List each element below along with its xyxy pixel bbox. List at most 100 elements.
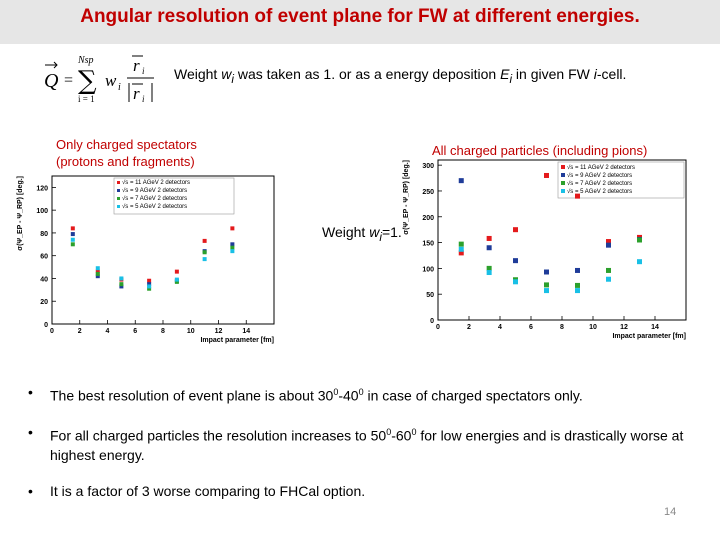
x-tick-label: 10	[187, 328, 195, 335]
data-point	[70, 226, 75, 231]
data-point	[147, 278, 152, 283]
formula-lhs: Q	[44, 70, 59, 92]
x-tick-label: 12	[620, 324, 628, 331]
y-tick-label: 0	[430, 318, 434, 325]
data-point	[544, 172, 549, 178]
legend-entry: √s = 11 AGeV 2 detectors	[122, 179, 190, 186]
svg-text:=: =	[64, 72, 73, 89]
q-vector-formula: Q = Nsp ∑ i = 1 w i r i r i	[44, 55, 154, 104]
legend-marker	[117, 197, 120, 200]
data-point	[230, 245, 235, 250]
data-point	[70, 232, 75, 237]
legend-entry: √s = 7 AGeV 2 detectors	[567, 180, 632, 187]
formula-sum-lower: i = 1	[78, 94, 95, 104]
y-tick-label: 80	[40, 231, 48, 238]
y-tick-label: 300	[422, 163, 434, 170]
x-axis-label: Impact parameter [fm]	[200, 337, 274, 344]
data-point	[606, 242, 611, 248]
y-tick-label: 150	[422, 241, 434, 248]
data-point	[486, 270, 492, 276]
chart-spectators: 0 20 40 60 80 100 120 0 2 4 6 8 10 12 14 Impact paramet…	[17, 175, 275, 344]
x-tick-label: 0	[50, 328, 54, 335]
x-axis-label: Impact parameter [fm]	[612, 333, 686, 340]
data-point	[95, 266, 100, 271]
bullet-list: • The best resolution of event plane is a…	[28, 382, 708, 517]
legend-entry: √s = 9 AGeV 2 detectors	[567, 172, 632, 179]
data-point	[95, 269, 100, 274]
x-tick-label: 14	[242, 328, 250, 335]
x-tick-label: 4	[106, 328, 110, 335]
data-point	[486, 245, 492, 251]
data-point	[174, 279, 179, 284]
bullet-item: • The best resolution of event plane is a…	[28, 384, 583, 404]
x-tick-label: 12	[215, 328, 223, 335]
title-bar	[0, 0, 720, 44]
legend-entry: √s = 11 AGeV 2 detectors	[567, 164, 635, 171]
x-tick-label: 2	[467, 324, 471, 331]
y-tick-label: 60	[40, 254, 48, 261]
formula-weight: w	[105, 71, 117, 90]
data-point	[119, 282, 124, 287]
y-tick-label: 100	[36, 208, 48, 215]
data-point	[575, 288, 580, 294]
data-point	[544, 282, 549, 288]
legend-entry: √s = 7 AGeV 2 detectors	[122, 195, 187, 202]
x-tick-label: 10	[589, 324, 597, 331]
bullet-item: • For all charged particles the resolutio…	[28, 423, 684, 464]
legend-box	[113, 177, 235, 215]
formula-sum-sign: ∑	[78, 66, 97, 96]
y-tick-label: 100	[422, 266, 434, 273]
data-point	[202, 250, 207, 255]
legend-entry: √s = 5 AGeV 2 detectors	[122, 203, 187, 210]
data-point	[230, 226, 235, 231]
data-point	[458, 246, 464, 252]
x-tick-label: 8	[560, 324, 564, 331]
data-point	[70, 242, 75, 247]
data-point	[606, 267, 611, 273]
data-point	[606, 276, 611, 282]
data-point	[486, 235, 492, 241]
left-chart-note: Only charged spectators (protons and fra…	[56, 137, 197, 169]
x-tick-label: 8	[161, 328, 165, 335]
bullet-dot: •	[28, 483, 33, 500]
y-axis-label: σ(Ψ_EP - Ψ_RP) [deg.]	[403, 160, 410, 235]
data-point	[119, 276, 124, 281]
data-point	[637, 259, 642, 265]
y-axis-label: σ(Ψ_EP - Ψ_RP) [deg.]	[17, 176, 24, 251]
y-tick-label: 50	[426, 292, 434, 299]
formula-numerator: r	[133, 56, 140, 75]
right-chart-note: All charged particles (including pions)	[432, 143, 648, 158]
page-number: 14	[664, 506, 677, 518]
weight-one-label: Weight wi=1.	[322, 224, 402, 244]
data-point	[174, 269, 179, 274]
data-point	[544, 288, 549, 294]
chart-all-charged: 0 50 100 150 200 250 300 0 2 4 6 8 10 12 14 Impact para…	[403, 159, 687, 340]
formula-numerator-index: i	[142, 66, 145, 76]
legend-marker	[561, 189, 565, 193]
data-point	[575, 282, 580, 288]
y-tick-label: 250	[422, 189, 434, 196]
data-point	[230, 249, 235, 254]
y-tick-label: 40	[40, 276, 48, 283]
data-point	[458, 250, 464, 256]
data-point	[575, 267, 580, 273]
data-point	[513, 258, 518, 264]
y-tick-label: 120	[36, 185, 48, 192]
weight-description: Weight wi was taken as 1. or as a energy…	[174, 66, 627, 86]
data-point	[544, 269, 549, 275]
x-tick-label: 4	[498, 324, 502, 331]
legend-marker	[561, 165, 565, 169]
data-point	[174, 277, 179, 282]
legend-entry: √s = 9 AGeV 2 detectors	[122, 187, 187, 194]
formula-denominator-index: i	[142, 94, 145, 104]
data-point	[513, 279, 518, 285]
bullet-dot: •	[28, 384, 33, 400]
y-tick-label: 0	[44, 322, 48, 329]
data-point	[637, 237, 642, 243]
data-point	[95, 271, 100, 276]
data-point	[575, 193, 580, 199]
y-tick-label: 20	[40, 299, 48, 306]
legend-marker	[561, 181, 565, 185]
x-tick-label: 6	[529, 324, 533, 331]
bullet-item: • It is a factor of 3 worse comparing to …	[28, 483, 366, 500]
